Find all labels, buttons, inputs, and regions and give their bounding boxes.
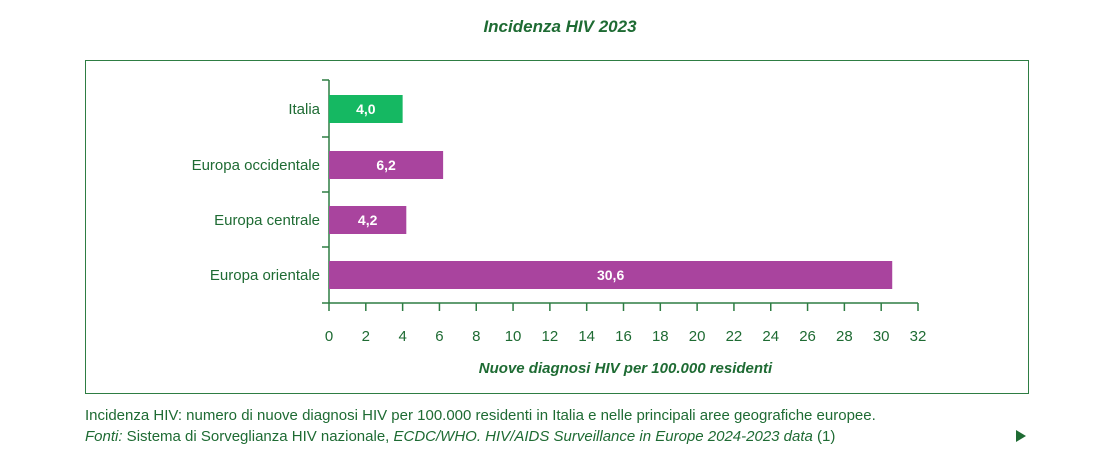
x-tick-label: 28 (836, 328, 853, 345)
chart-frame (85, 60, 1029, 394)
x-tick-label: 18 (652, 328, 669, 345)
x-tick-label: 26 (799, 328, 816, 345)
bar (329, 95, 403, 123)
x-tick-label: 20 (689, 328, 706, 345)
sources-ref: (1) (812, 428, 836, 445)
x-tick-label: 2 (362, 328, 370, 345)
bar-value-label: 4,2 (358, 212, 378, 228)
footnote-sources: Fonti: Sistema di Sorveglianza HIV nazio… (85, 426, 1085, 447)
bar-value-label: 6,2 (376, 157, 396, 173)
x-tick-label: 30 (873, 328, 890, 345)
x-tick-label: 12 (542, 328, 559, 345)
x-tick-label: 32 (910, 328, 927, 345)
bar (329, 206, 407, 234)
x-tick-label: 4 (398, 328, 406, 345)
chart-footnote: Incidenza HIV: numero di nuove diagnosi … (85, 405, 1085, 447)
x-tick-label: 10 (505, 328, 522, 345)
bar-value-label: 30,6 (597, 267, 624, 283)
sources-label: Fonti: (85, 428, 123, 445)
category-label: Europa orientale (210, 267, 320, 284)
x-tick-label: 16 (615, 328, 632, 345)
bar (329, 151, 444, 179)
x-axis-title: Nuove diagnosi HIV per 100.000 residenti (479, 360, 773, 377)
x-tick-label: 14 (578, 328, 595, 345)
footnote-description: Incidenza HIV: numero di nuove diagnosi … (85, 407, 876, 424)
sources-italic: ECDC/WHO. HIV/AIDS Surveillance in Europ… (393, 428, 813, 445)
chart-title: Incidenza HIV 2023 (483, 17, 637, 36)
x-tick-label: 24 (762, 328, 779, 345)
bar-value-label: 4,0 (356, 101, 376, 117)
category-label: Italia (288, 101, 320, 118)
x-tick-label: 0 (325, 328, 333, 345)
x-tick-label: 8 (472, 328, 480, 345)
next-arrow-icon[interactable] (1016, 430, 1026, 442)
sources-plain: Sistema di Sorveglianza HIV nazionale, (122, 428, 394, 445)
x-tick-label: 6 (435, 328, 443, 345)
category-label: Europa occidentale (192, 157, 320, 174)
bar (329, 261, 893, 289)
x-tick-label: 22 (726, 328, 743, 345)
category-label: Europa centrale (214, 212, 320, 229)
